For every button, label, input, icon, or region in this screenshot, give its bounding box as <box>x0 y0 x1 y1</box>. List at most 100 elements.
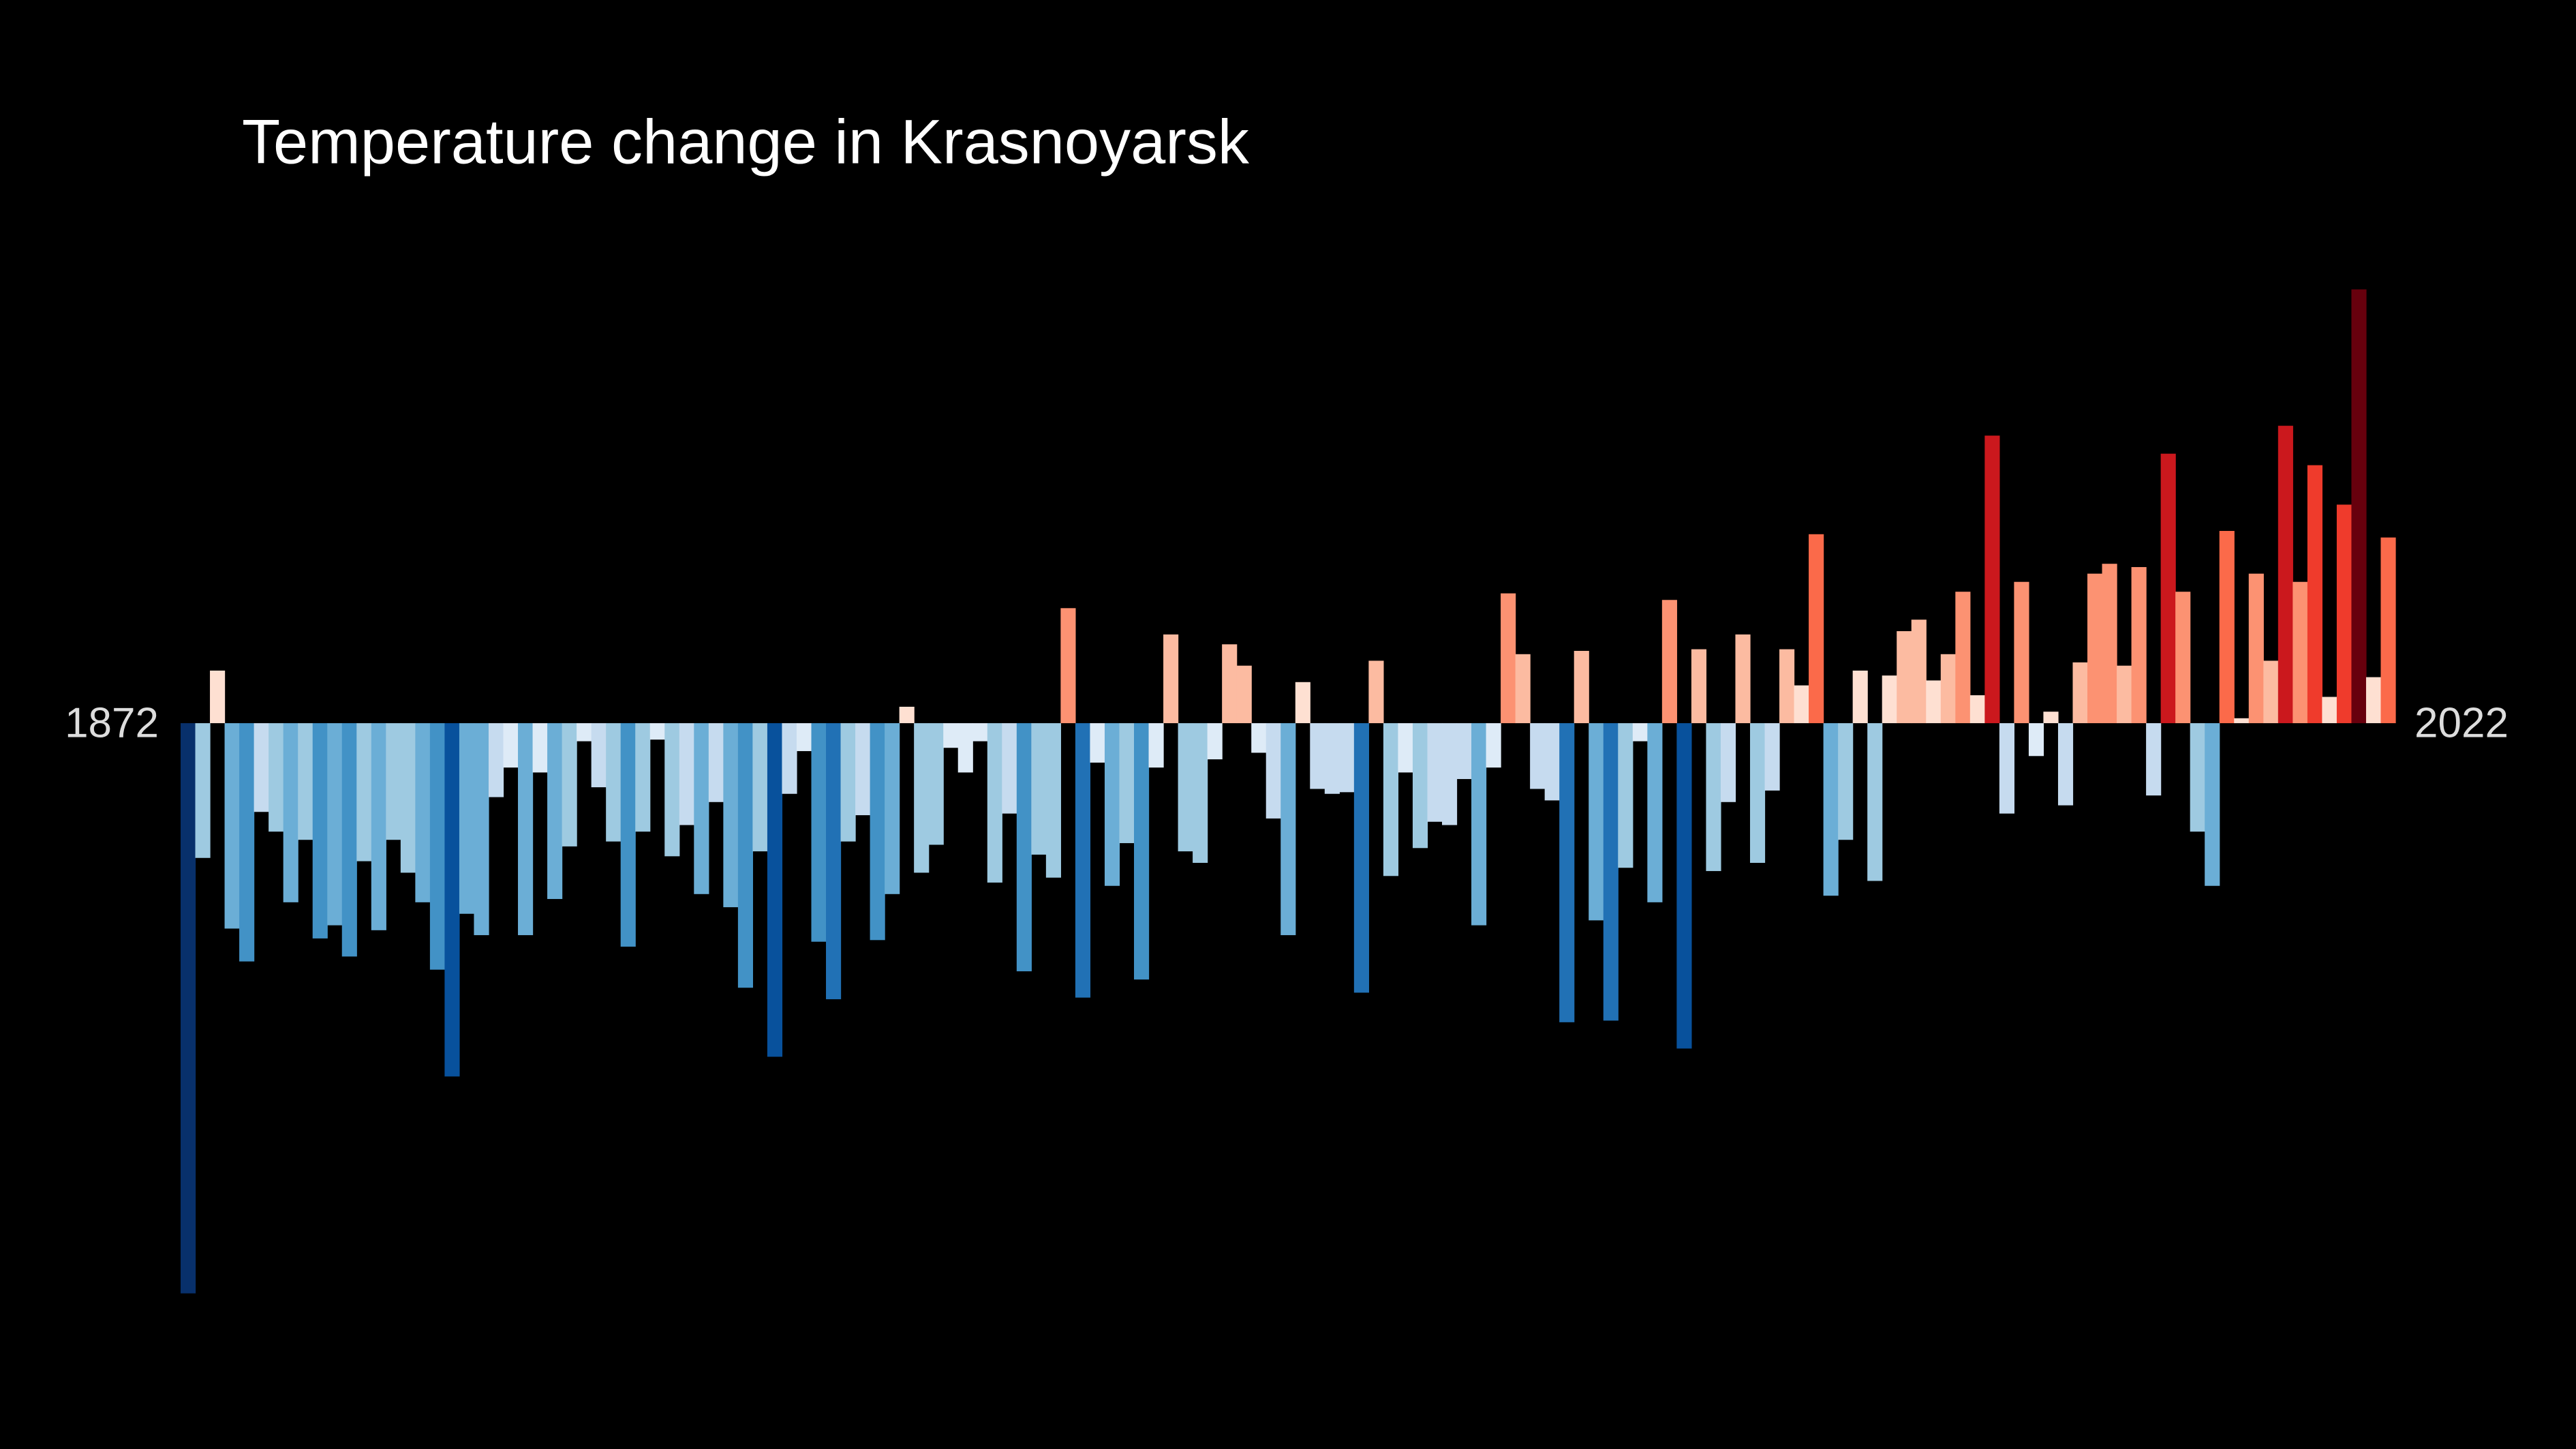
bar <box>1075 723 1091 998</box>
bar <box>1838 723 1854 840</box>
bar <box>2043 712 2059 724</box>
bar <box>1969 695 1985 724</box>
bar <box>840 723 856 842</box>
bar <box>444 723 460 1077</box>
bar <box>635 723 651 832</box>
bar <box>1193 723 1208 863</box>
bar <box>1031 723 1047 855</box>
bar <box>1456 723 1472 780</box>
bar <box>1427 723 1443 822</box>
bar <box>2351 289 2367 724</box>
bar <box>312 723 328 939</box>
bar <box>1706 723 1721 872</box>
bar <box>914 723 930 873</box>
bar <box>1940 654 1956 724</box>
bar <box>1045 723 1061 878</box>
bar <box>694 723 709 894</box>
x-tick-label: 1872 <box>65 699 159 746</box>
bar <box>1266 723 1281 819</box>
bar <box>649 723 665 740</box>
bar <box>2365 677 2382 724</box>
bar <box>2072 662 2088 724</box>
bar <box>562 723 577 846</box>
bar <box>1897 631 1912 724</box>
bar <box>1691 649 1707 724</box>
bar <box>1104 723 1120 886</box>
bar <box>1867 723 1883 881</box>
bar <box>972 723 988 742</box>
bar <box>708 723 724 802</box>
bar <box>269 723 284 832</box>
bar <box>2336 504 2352 724</box>
bar <box>488 723 504 797</box>
bar <box>957 723 973 773</box>
bar <box>1471 723 1487 926</box>
bar <box>855 723 871 816</box>
bar <box>356 723 372 861</box>
bar <box>1676 723 1692 1049</box>
bar <box>1823 723 1839 896</box>
bar <box>1735 634 1751 724</box>
bar <box>1589 723 1604 921</box>
bar <box>532 723 548 773</box>
bar <box>1809 534 1824 724</box>
bar <box>767 723 783 1057</box>
bar <box>1764 723 1780 791</box>
bar <box>606 723 622 842</box>
bar <box>1486 723 1501 768</box>
bar <box>1236 665 1252 724</box>
bar <box>885 723 900 894</box>
bar <box>737 723 754 988</box>
bar <box>386 723 401 840</box>
bar <box>2087 573 2103 724</box>
bar <box>2293 581 2308 724</box>
bar <box>664 723 680 857</box>
bar <box>1999 723 2014 814</box>
bar <box>591 723 607 788</box>
bar <box>2278 425 2293 724</box>
bar <box>943 723 959 748</box>
bar <box>2248 573 2264 724</box>
bar <box>1412 723 1428 849</box>
bar <box>1530 723 1546 789</box>
bar <box>1515 654 1531 724</box>
bar <box>2131 567 2147 724</box>
bar <box>1368 660 1384 724</box>
bar <box>1852 670 1868 724</box>
bar <box>1661 600 1677 724</box>
bar <box>283 723 298 902</box>
bar <box>327 723 343 926</box>
bar <box>2160 453 2176 724</box>
bar <box>1720 723 1736 802</box>
bar <box>2175 592 2191 724</box>
bar <box>1060 608 1076 724</box>
bar <box>254 723 269 812</box>
bar <box>2380 537 2396 724</box>
bar <box>224 723 240 929</box>
bar <box>518 723 534 936</box>
bar <box>459 723 475 914</box>
bar <box>239 723 255 962</box>
bar <box>1603 723 1619 1021</box>
bar <box>1559 723 1575 1022</box>
bar <box>1324 723 1340 794</box>
bar <box>1178 723 1193 852</box>
bar <box>1281 723 1296 936</box>
bar <box>826 723 842 1000</box>
bar <box>1090 723 1105 763</box>
bar <box>429 723 446 970</box>
bar <box>1749 723 1766 863</box>
bar <box>899 706 915 724</box>
bar <box>1544 723 1560 801</box>
bar <box>371 723 386 930</box>
bar <box>1339 723 1355 793</box>
bar <box>1353 723 1369 993</box>
bar <box>1002 723 1017 814</box>
bar <box>782 723 797 794</box>
x-tick-label: 2022 <box>2414 699 2509 746</box>
bar <box>547 723 563 900</box>
bar <box>181 723 196 1294</box>
bar <box>811 723 827 942</box>
bar <box>752 723 768 852</box>
